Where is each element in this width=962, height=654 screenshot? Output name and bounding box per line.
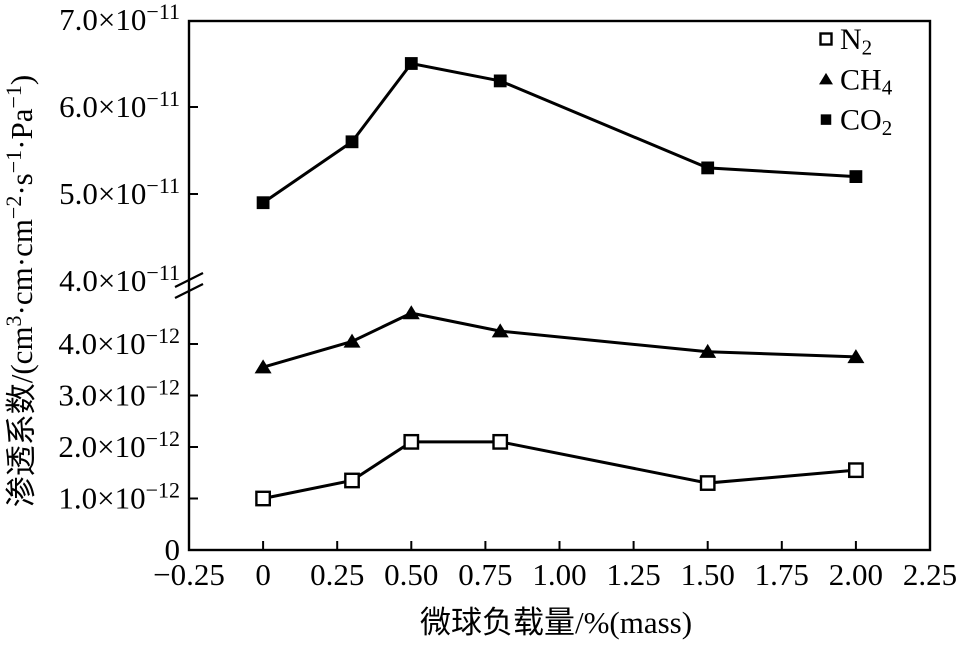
y-tick-label: 1.0×10−12 <box>58 477 180 515</box>
co2-marker <box>493 74 507 88</box>
legend-marker-n2 <box>819 32 833 46</box>
legend-marker-ch4 <box>819 72 833 85</box>
x-axis-title: 微球负载量/%(mass) <box>420 605 692 640</box>
x-tick-label: 1.00 <box>532 557 586 592</box>
co2-marker <box>404 57 418 70</box>
y-tick-label: 4.0×10−12 <box>58 323 180 361</box>
axis-break-icon <box>174 272 204 288</box>
legend-marker-co2 <box>820 114 832 125</box>
x-tick-label: 0 <box>255 557 271 592</box>
y-tick-label: 6.0×10−11 <box>59 86 180 124</box>
y-tick-label: 3.0×10−12 <box>58 374 180 412</box>
ch4-marker <box>343 333 361 348</box>
co2-series-line <box>262 61 856 204</box>
y-tick-label: 0 <box>165 532 181 567</box>
n2-marker <box>699 475 716 491</box>
ch4-marker <box>491 323 509 338</box>
n2-marker <box>403 433 420 450</box>
x-tick-label: 1.50 <box>681 557 735 592</box>
legend-label-n2: N2 <box>840 23 872 59</box>
x-tick-label: 0.75 <box>458 557 512 592</box>
ch4-marker <box>402 305 420 320</box>
ch4-series-line <box>262 311 856 369</box>
y-tick-label: 7.0×10−11 <box>59 0 180 37</box>
ch4-marker <box>699 343 717 358</box>
x-tick-label: 1.75 <box>755 557 809 592</box>
co2-marker <box>849 170 863 183</box>
x-tick-label: 2.25 <box>903 557 957 592</box>
x-tick-label: −0.25 <box>153 557 225 592</box>
co2-marker <box>256 196 270 210</box>
y-axis-title: 渗透系数/(cm3·cm·cm−2·s−1·Pa−1) <box>1 75 39 508</box>
n2-marker <box>344 472 360 489</box>
n2-marker <box>848 462 864 479</box>
n2-marker <box>255 490 271 507</box>
legend-label-ch4: CH4 <box>840 63 893 99</box>
ch4-marker <box>847 349 865 364</box>
n2-series-line <box>262 440 857 500</box>
x-tick-label: 0.25 <box>310 557 364 592</box>
co2-marker <box>345 135 359 149</box>
legend-label-co2: CO2 <box>840 104 892 140</box>
y-tick-label: 4.0×10−11 <box>59 260 180 298</box>
x-tick-label: 0.50 <box>384 557 438 592</box>
x-tick-label: 2.00 <box>829 557 883 592</box>
ch4-marker <box>254 359 272 374</box>
y-tick-label: 2.0×10−12 <box>58 426 180 464</box>
y-tick-label: 5.0×10−11 <box>59 173 180 211</box>
co2-marker <box>701 161 715 175</box>
x-tick-label: 1.25 <box>606 557 660 592</box>
plot-border <box>187 19 932 552</box>
n2-marker <box>492 433 509 450</box>
axis-break-icon <box>174 283 204 299</box>
